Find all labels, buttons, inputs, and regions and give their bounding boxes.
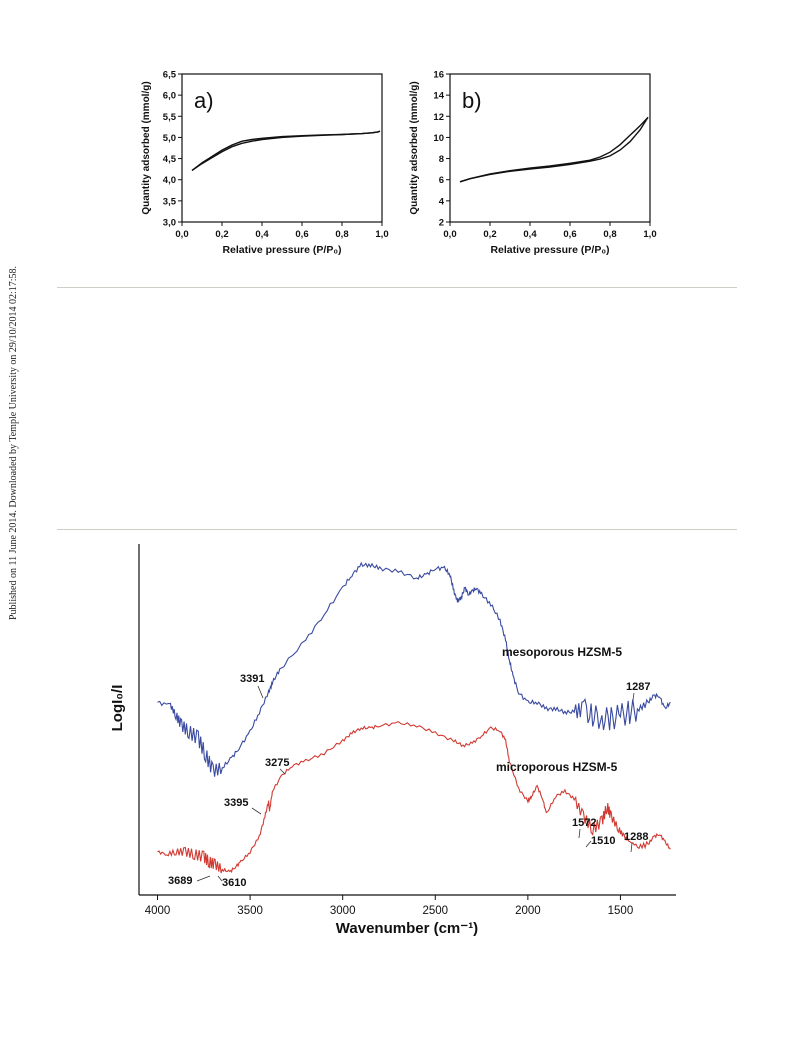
y-tick-label: 12 [433, 112, 444, 123]
x-tick-label: 0,2 [483, 229, 496, 240]
peak-label: 3391 [240, 673, 264, 685]
x-tick-label: 0,8 [335, 229, 348, 240]
y-tick-label: 5,5 [163, 112, 177, 123]
y-tick-label: 10 [433, 133, 444, 144]
y-tick-label: 4,5 [163, 154, 177, 165]
desorption-branch [191, 130, 381, 171]
peak-label: 1288 [624, 831, 648, 843]
x-tick-label: 3000 [330, 905, 356, 917]
x-tick-label: 0,2 [215, 229, 228, 240]
panel-label: b) [462, 88, 482, 113]
y-tick-label: 4,0 [163, 175, 176, 186]
y-tick-label: 3,0 [163, 218, 176, 229]
x-tick-label: 0,4 [255, 229, 269, 240]
panel-label: a) [194, 88, 214, 113]
y-axis-label: Quantity adsorbed (mmol/g) [141, 81, 152, 214]
isotherm-chart-b: 0,0 0,2 0,4 0,6 0,8 1,0 2 4 6 8 10 12 14 16 b) Relative… [409, 70, 657, 257]
divider-top [57, 287, 737, 288]
y-tick-label: 6,0 [163, 91, 176, 102]
plot-frame [181, 73, 383, 223]
y-tick-label: 14 [433, 91, 444, 102]
x-tick-label: 0,8 [603, 229, 616, 240]
x-tick-label: 0,0 [175, 229, 188, 240]
annotation-leader [279, 768, 286, 775]
y-tick-label: 6 [439, 175, 444, 186]
download-watermark: Published on 11 June 2014. Downloaded by… [4, 240, 24, 620]
mesoporous-spectrum [157, 561, 671, 777]
annotation-leader [585, 840, 592, 848]
x-tick-label: 4000 [145, 905, 171, 917]
series-label-mesoporous: mesoporous HZSM-5 [502, 645, 622, 659]
desorption-branch [459, 116, 649, 183]
x-tick-label: 1,0 [375, 229, 388, 240]
peak-label: 1287 [626, 681, 650, 693]
y-tick-label: 6,5 [163, 70, 177, 81]
x-tick-label: 1,0 [643, 229, 656, 240]
y-tick-label: 2 [439, 218, 444, 229]
x-tick-label: 3500 [237, 905, 263, 917]
x-tick-label: 0,4 [523, 229, 537, 240]
microporous-spectrum [157, 720, 671, 874]
peak-label: 1510 [591, 835, 615, 847]
x-tick-label: 1500 [608, 905, 634, 917]
x-tick-label: 2000 [515, 905, 541, 917]
peak-label: 3689 [168, 875, 192, 887]
isotherm-chart-a: 0,0 0,2 0,4 0,6 0,8 1,0 3,0 3,5 4,0 4,5 5,0 5,5 6,0 6… [141, 70, 389, 257]
y-tick-label: 8 [439, 154, 444, 165]
divider-bottom [57, 529, 737, 530]
annotation-leader [632, 692, 635, 701]
annotation-leader [578, 828, 581, 839]
peak-label: 3275 [265, 757, 289, 769]
adsorption-branch [459, 116, 649, 183]
peak-label: 1572 [572, 817, 596, 829]
annotation-leader [630, 842, 633, 853]
ftir-spectrum-chart: 4000 3500 3000 2500 2000 1500 mesoporous HZSM-… [109, 544, 676, 937]
peak-label: 3610 [222, 877, 246, 889]
y-tick-label: 16 [433, 70, 444, 81]
y-tick-label: 3,5 [163, 196, 177, 207]
annotation-leader [257, 685, 264, 699]
x-tick-label: 0,6 [563, 229, 576, 240]
y-axis-label: Quantity adsorbed (mmol/g) [409, 81, 420, 214]
y-tick-label: 4 [439, 196, 445, 207]
annotation-leader [196, 875, 211, 882]
y-tick-label: 5,0 [163, 133, 176, 144]
series-label-microporous: microporous HZSM-5 [496, 760, 618, 774]
x-axis-label: Relative pressure (P/P₀) [490, 244, 609, 256]
x-tick-label: 2500 [422, 905, 448, 917]
download-watermark-text: Published on 11 June 2014. Downloaded by… [8, 266, 19, 620]
x-tick-label: 0,6 [295, 229, 308, 240]
y-axis-label: LogI₀/I [109, 685, 126, 732]
annotation-leader [217, 875, 223, 882]
x-axis-label: Relative pressure (P/P₀) [222, 244, 341, 256]
plot-frame [449, 73, 651, 223]
annotation-leader [251, 807, 262, 815]
x-axis-label: Wavenumber (cm⁻¹) [336, 920, 478, 937]
x-tick-label: 0,0 [443, 229, 456, 240]
peak-label: 3395 [224, 797, 248, 809]
